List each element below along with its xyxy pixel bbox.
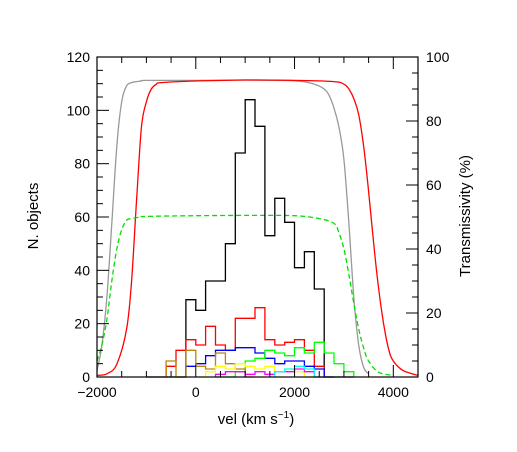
y-right-tick-label: 40: [426, 241, 442, 257]
y-right-tick-labels: 0 20 40 60 80 100: [426, 49, 450, 385]
x-axis-title-sup: −1: [278, 410, 290, 421]
y-left-tick-label: 80: [74, 156, 90, 172]
y-left-tick-label: 0: [82, 369, 90, 385]
y-left-tick-label: 40: [74, 262, 90, 278]
histogram-1: [165, 307, 325, 377]
y-right-tick-label: 60: [426, 177, 442, 193]
histograms: [146, 99, 355, 378]
y-left-tick-label: 120: [67, 49, 91, 65]
x-tick-label: 2000: [279, 384, 310, 400]
y-right-tick-label: 20: [426, 305, 442, 321]
transmissivity-curves: [96, 79, 419, 377]
y-left-tick-label: 20: [74, 316, 90, 332]
x-tick-label: −2000: [77, 384, 117, 400]
y-left-axis-title: N. objects: [25, 183, 42, 250]
y-right-tick-label: 80: [426, 113, 442, 129]
x-axis-title-close: ): [289, 411, 294, 428]
x-axis-title-main: vel (km s: [218, 411, 278, 428]
histogram-2: [185, 347, 334, 378]
y-right-axis-title: Transmissivity (%): [457, 155, 474, 277]
transmissivity-curve-2: [96, 214, 394, 377]
y-left-tick-labels: 0 20 40 60 80 100 120: [67, 49, 91, 385]
x-tick-label: 4000: [378, 384, 409, 400]
axis-ticks: [96, 56, 419, 378]
histogram-0: [146, 99, 354, 378]
histogram-6: [214, 368, 325, 378]
x-tick-label: 0: [192, 384, 200, 400]
y-right-tick-label: 0: [426, 369, 434, 385]
y-left-tick-label: 60: [74, 209, 90, 225]
y-right-tick-label: 100: [426, 49, 450, 65]
x-axis-title: vel (km s−1): [218, 410, 294, 428]
x-tick-labels: −2000 0 2000 4000: [77, 384, 409, 400]
transmissivity-curve-1: [96, 79, 419, 377]
y-left-tick-label: 100: [67, 102, 91, 118]
